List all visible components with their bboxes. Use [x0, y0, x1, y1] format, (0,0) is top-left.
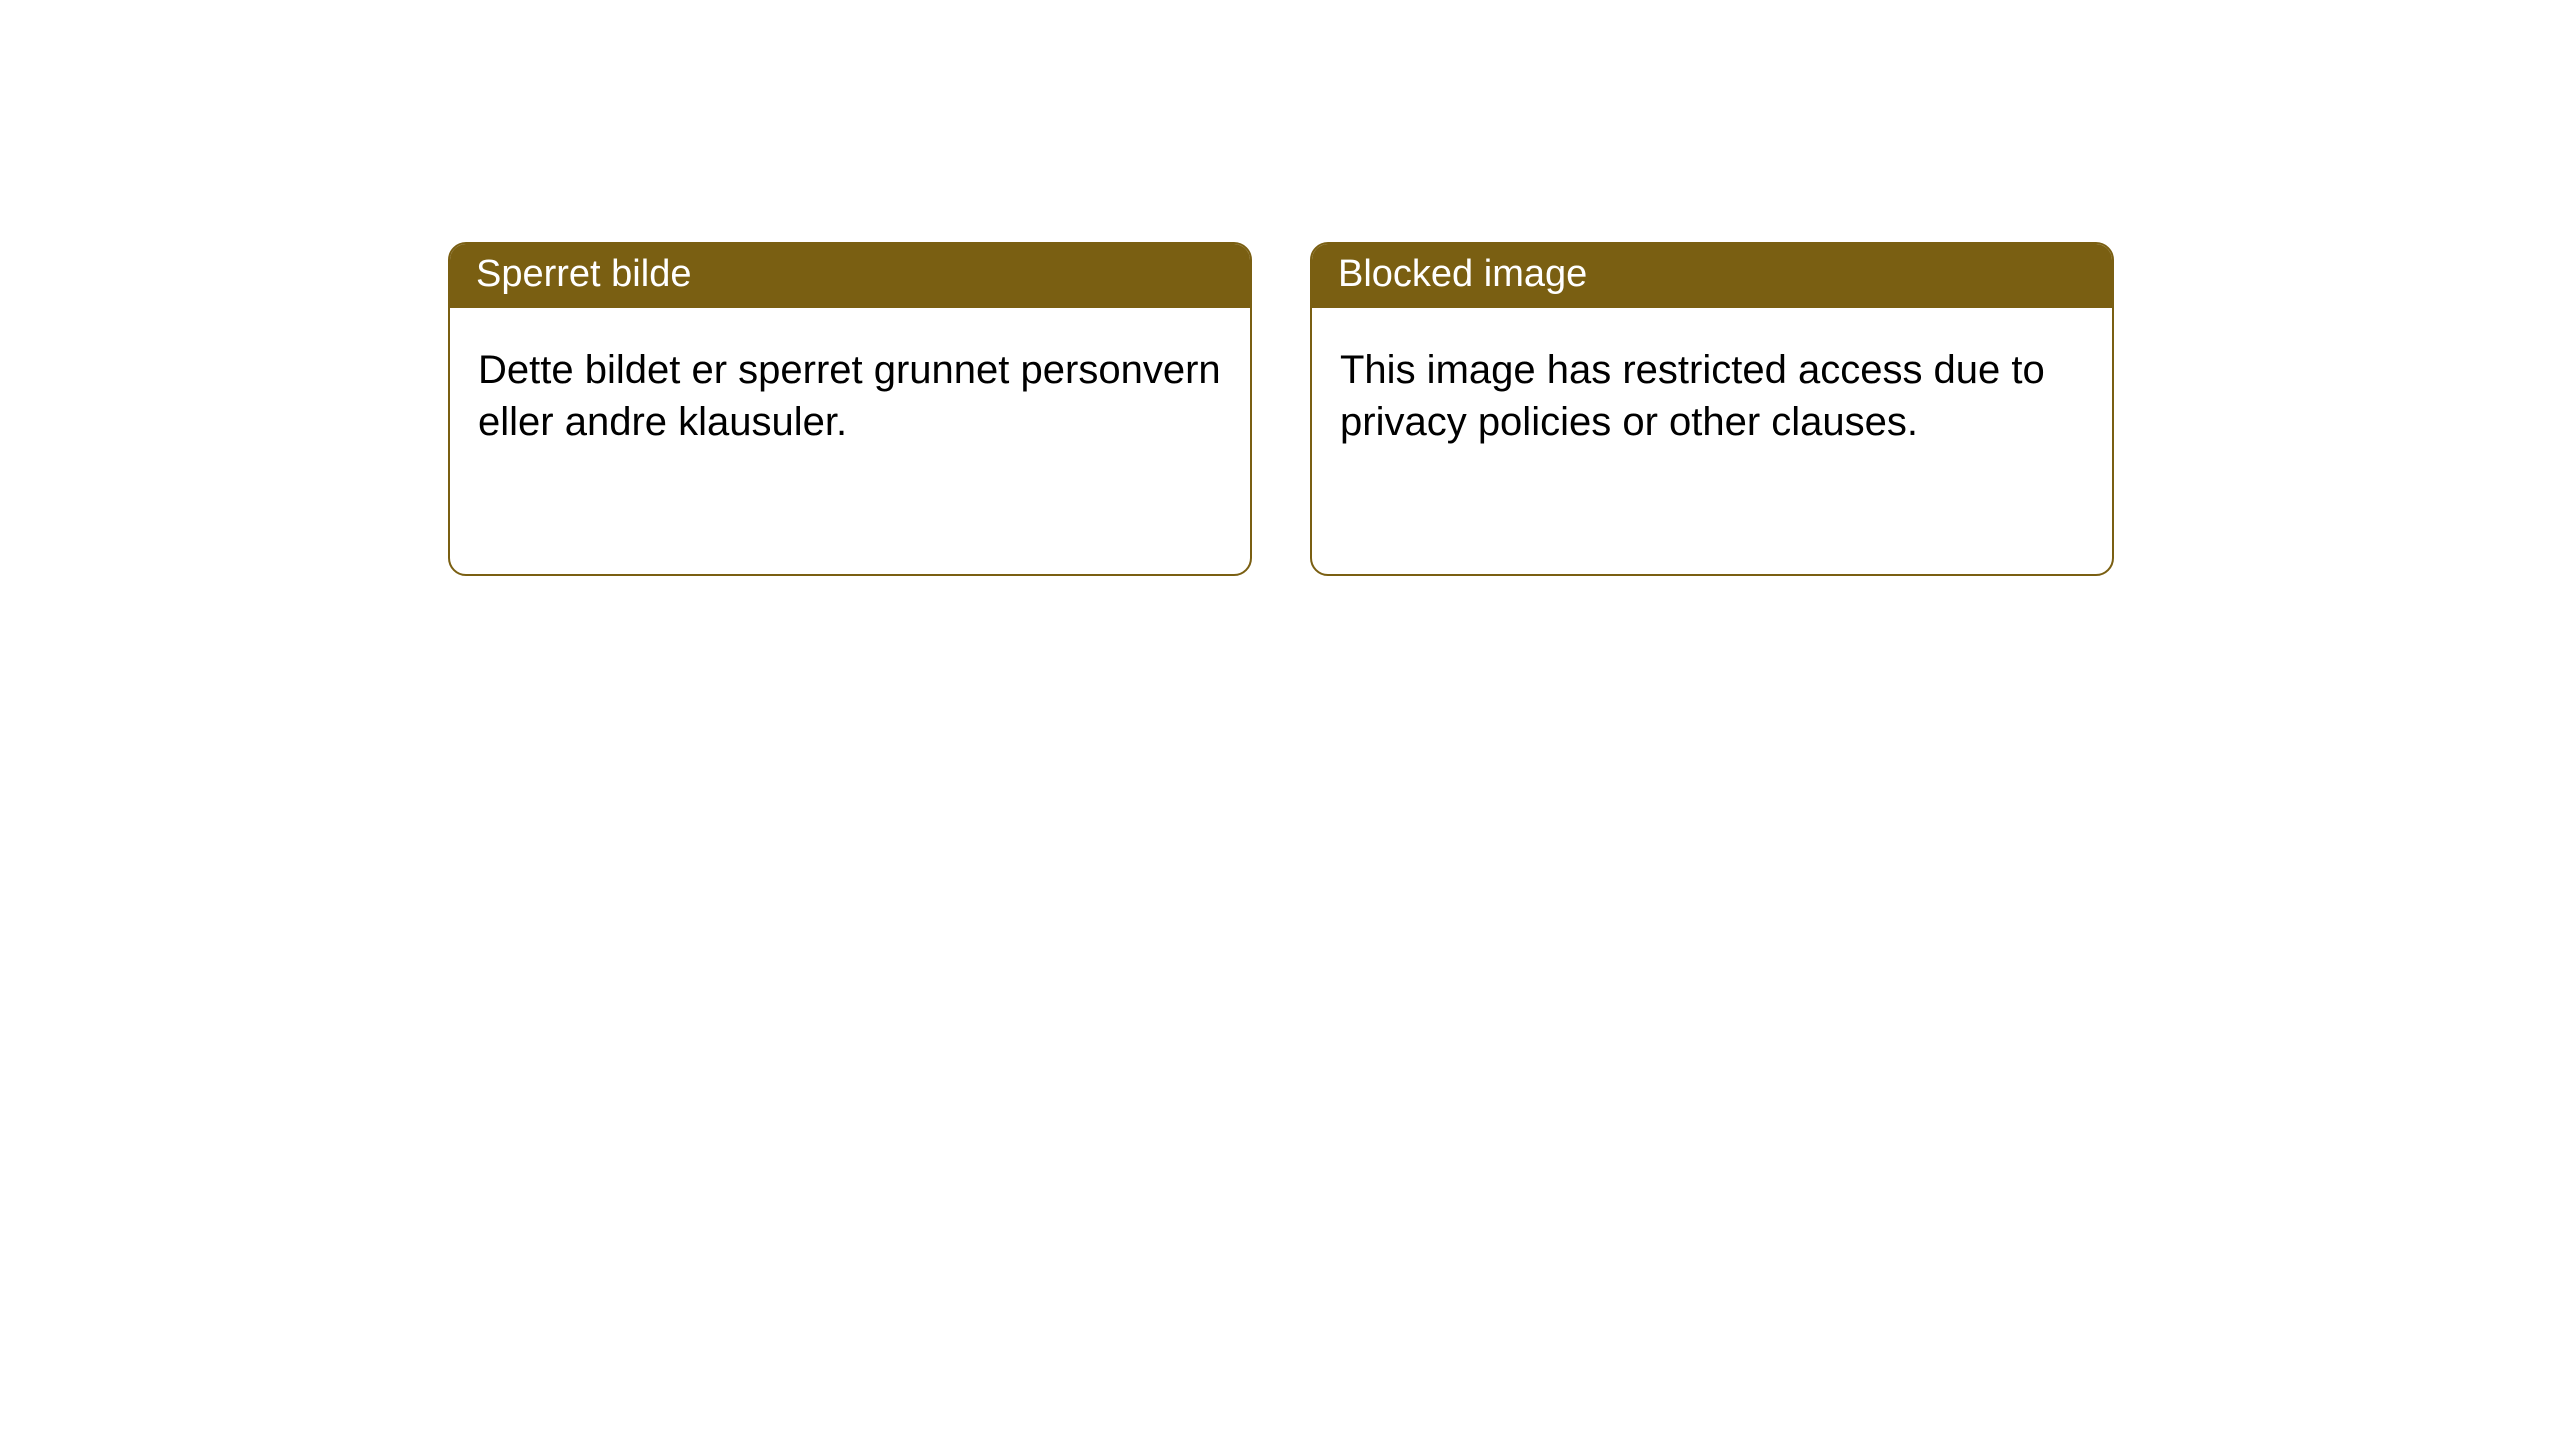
notice-body: This image has restricted access due to …	[1312, 308, 2112, 484]
notice-container: Sperret bilde Dette bildet er sperret gr…	[0, 0, 2560, 576]
notice-message: Dette bildet er sperret grunnet personve…	[478, 348, 1221, 444]
notice-card-english: Blocked image This image has restricted …	[1310, 242, 2114, 576]
notice-title: Sperret bilde	[476, 253, 691, 295]
notice-header: Sperret bilde	[450, 244, 1250, 308]
notice-title: Blocked image	[1338, 253, 1587, 295]
notice-message: This image has restricted access due to …	[1340, 348, 2045, 444]
notice-header: Blocked image	[1312, 244, 2112, 308]
notice-card-norwegian: Sperret bilde Dette bildet er sperret gr…	[448, 242, 1252, 576]
notice-body: Dette bildet er sperret grunnet personve…	[450, 308, 1250, 484]
